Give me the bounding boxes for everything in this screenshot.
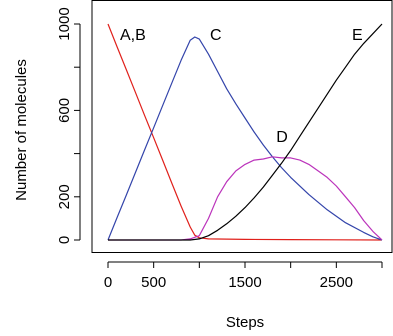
x-axis: 0 500 1500 2500 bbox=[104, 261, 383, 291]
series-line-3 bbox=[108, 23, 383, 241]
x-axis-title: Steps bbox=[226, 314, 264, 331]
series-line-0 bbox=[107, 23, 383, 241]
series-label-3: E bbox=[352, 27, 363, 44]
plot-area: A,B C D E bbox=[91, 0, 393, 253]
x-tick-label: 2500 bbox=[320, 274, 353, 291]
x-tick-label: 1500 bbox=[228, 274, 261, 291]
series-label-1: C bbox=[210, 27, 222, 44]
y-tick-label: 0 bbox=[56, 236, 73, 244]
series-line-2 bbox=[108, 156, 383, 241]
x-tick-label: 0 bbox=[104, 274, 112, 291]
y-axis-title: Number of molecules bbox=[13, 59, 30, 201]
series-line-1 bbox=[107, 36, 383, 241]
series-label-2: D bbox=[276, 129, 288, 146]
x-tick-label: 500 bbox=[141, 274, 166, 291]
y-tick-label: 600 bbox=[56, 98, 73, 123]
series-label-0: A,B bbox=[120, 27, 146, 44]
y-tick-label: 200 bbox=[56, 184, 73, 209]
plot-frame bbox=[91, 0, 393, 253]
y-axis: 0 200 600 1000 bbox=[56, 7, 81, 244]
y-tick-label: 1000 bbox=[56, 7, 73, 40]
